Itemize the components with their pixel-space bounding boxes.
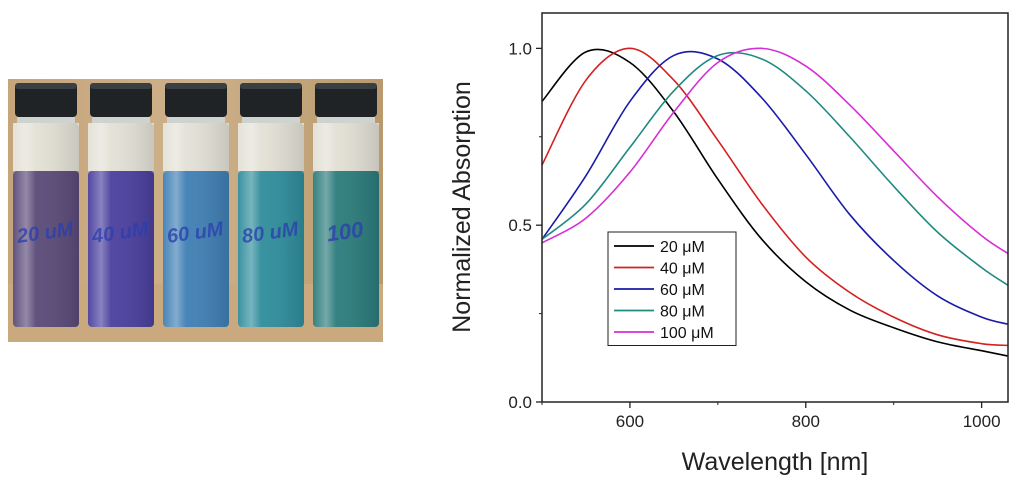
vial: 60 uM: [163, 83, 229, 327]
legend-label: 20 μM: [660, 239, 705, 256]
vial-neck: [317, 117, 375, 123]
y-tick-label: 0.0: [508, 393, 532, 412]
vial-neck: [17, 117, 75, 123]
vial-sheen: [13, 123, 79, 327]
series-line: [541, 47, 1009, 347]
vial-cap-top: [90, 83, 152, 89]
vial-neck: [242, 117, 300, 123]
vial-cap-top: [240, 83, 302, 89]
vial: 100: [313, 83, 379, 327]
vial: 40 uM: [88, 83, 154, 327]
vial-cap-top: [315, 83, 377, 89]
x-tick-label: 800: [792, 412, 820, 431]
legend: 20 μM 40 μM 60 μM 80 μM 100 μM: [607, 231, 737, 346]
series-line: [541, 47, 1009, 255]
vial-sheen: [163, 123, 229, 327]
vial-cap-top: [15, 83, 77, 89]
legend-label: 60 μM: [660, 282, 705, 299]
legend-label: 80 μM: [660, 304, 705, 321]
vial-sheen: [238, 123, 304, 327]
vial-neck: [167, 117, 225, 123]
y-tick-label: 1.0: [508, 39, 532, 58]
vial-cap: [315, 83, 377, 117]
vial-cap-top: [165, 83, 227, 89]
vial-sheen: [313, 123, 379, 327]
legend-label: 40 μM: [660, 261, 705, 278]
series-line: [541, 50, 1009, 325]
vial-sheen: [88, 123, 154, 327]
x-tick-label: 600: [616, 412, 644, 431]
x-tick-label: 1000: [963, 412, 1001, 431]
vial: 20 uM: [13, 83, 79, 327]
legend-label: 100 μM: [660, 325, 714, 342]
y-axis-title: Normalized Absorption: [448, 81, 476, 333]
series-line: [541, 48, 1009, 357]
y-tick-label: 0.5: [508, 216, 532, 235]
vial: 80 uM: [238, 83, 304, 327]
vial-neck: [92, 117, 150, 123]
series-line: [541, 51, 1009, 286]
absorption-chart: 600 800 1000 0.0 0.5 1.0 Wavelength [nm] Norm…: [448, 12, 1009, 476]
vial-cap: [240, 83, 302, 117]
vial-cap: [90, 83, 152, 117]
plot-frame: [541, 12, 1009, 403]
vial-label: 100: [325, 217, 366, 247]
vial-cap: [15, 83, 77, 117]
vial-cap: [165, 83, 227, 117]
vials-photo: 20 uM 40 uM 60 uM 80 uM 100: [8, 79, 383, 342]
x-axis-title: Wavelength [nm]: [682, 448, 869, 476]
